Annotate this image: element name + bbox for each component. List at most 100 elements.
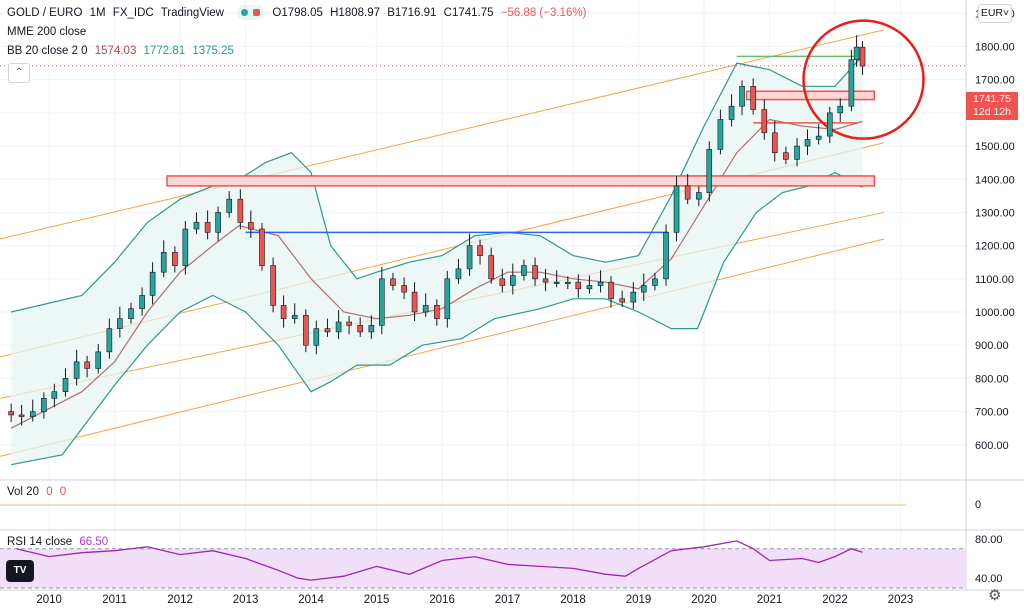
time-tick-label: 2020 [691, 594, 717, 606]
candle-body [160, 251, 167, 273]
candle-body [684, 185, 691, 200]
candle-body [542, 278, 549, 283]
rsi-band-fill [0, 548, 966, 588]
rsi-pane: 80.00 40.00 [0, 534, 1003, 589]
collapse-legend-button[interactable]: ⌃ [8, 63, 30, 83]
volume-value-a: 0 [46, 486, 53, 498]
candle-body [640, 285, 647, 293]
time-tick-label: 2021 [757, 594, 783, 606]
symbol-name[interactable]: GOLD / EURO [7, 6, 83, 19]
bb-upper-line [10, 55, 863, 313]
mme-legend[interactable]: MME 200 close [7, 26, 90, 38]
rsi-tick-label: 80.00 [975, 534, 1003, 546]
candle-body [270, 265, 276, 306]
drawings [0, 19, 966, 234]
current-price-value: 1741.75 [973, 93, 1011, 105]
source-label: FX_IDC [112, 6, 154, 19]
time-tick-label: 2012 [167, 594, 193, 606]
bar-countdown: 12d 12h [973, 106, 1011, 118]
rsi-label: RSI 14 close [7, 536, 73, 548]
price-tick-label: 1400.00 [975, 174, 1015, 186]
interval-label[interactable]: 1M [89, 6, 106, 19]
price-tick-label: 1200.00 [975, 241, 1015, 253]
candle-body [837, 105, 844, 114]
gear-icon[interactable]: ⚙ [988, 587, 1002, 604]
candle-body [291, 315, 298, 319]
chevron-up-icon: ⌃ [14, 67, 24, 78]
rsi-legend[interactable]: RSI 14 close 66.50 [7, 536, 112, 548]
highlight-circle [802, 19, 925, 140]
candle-body [565, 281, 571, 284]
candle-body [357, 325, 364, 333]
candle-body [663, 232, 669, 280]
chevron-down-icon: ˅ [1003, 7, 1010, 19]
candle-body [237, 198, 244, 223]
candle-body [401, 285, 407, 293]
channel-line-3 [0, 238, 885, 457]
candle-body [509, 275, 516, 286]
candle-body [303, 315, 309, 346]
candle-body [8, 411, 14, 416]
red-zone-1 [745, 90, 876, 101]
price-tick-label: 700.00 [975, 407, 1009, 419]
time-tick-label: 2016 [429, 594, 455, 606]
price-tick-label: 1100.00 [975, 274, 1014, 286]
candle-body [411, 291, 418, 313]
candle-body [706, 149, 713, 193]
price-axis: 1900.001800.001700.001600.001500.001400.… [975, 8, 1015, 452]
header-legend: GOLD / EURO 1M FX_IDC TradingView O1798.… [7, 5, 590, 20]
candle-body [815, 135, 822, 140]
candle-body [51, 391, 58, 399]
candle-body [794, 145, 800, 160]
candle-body [368, 325, 375, 333]
time-tick-label: 2017 [495, 594, 521, 606]
candle-body [379, 278, 385, 326]
ohlc-close: C1741.75 [443, 6, 494, 19]
time-tick-label: 2018 [560, 594, 586, 606]
candle-body [859, 46, 866, 67]
candle-body [182, 228, 189, 266]
candle-body [128, 308, 134, 319]
candle-body [193, 222, 200, 230]
volume-legend[interactable]: Vol 20 0 0 [7, 486, 70, 498]
candle-body [41, 398, 47, 412]
candle-body [62, 378, 69, 392]
candle-body [139, 295, 145, 310]
candle-body [18, 414, 25, 417]
time-tick-label: 2022 [822, 594, 848, 606]
candle-body [324, 328, 331, 333]
currency-label: EUR [980, 7, 1004, 19]
time-tick-label: 2019 [626, 594, 652, 606]
bb-fill [11, 55, 863, 465]
rsi-line [16, 540, 863, 581]
bb-label: BB 20 close 2 0 [7, 45, 88, 57]
bb-lower-line [10, 171, 863, 466]
candle-body [149, 271, 156, 296]
candle-body [630, 291, 637, 303]
tradingview-logo[interactable]: TV [6, 560, 34, 582]
candle-body [422, 305, 429, 313]
ohlc-open: O1798.05 [272, 6, 323, 19]
candle-body [750, 86, 756, 110]
time-tick-label: 2014 [298, 594, 324, 606]
currency-button[interactable]: EUR˅ [978, 4, 1012, 23]
provider-label: TradingView [160, 6, 224, 19]
wave-icon [253, 9, 261, 16]
volume-label: Vol 20 [7, 486, 39, 498]
candle-body [444, 278, 451, 319]
time-tick-label: 2023 [888, 594, 914, 606]
rsi-tick-label: 40.00 [975, 573, 1003, 585]
bb-legend[interactable]: BB 20 close 2 0 1574.03 1772.81 1375.25 [7, 45, 238, 57]
volume-value-b: 0 [59, 486, 67, 498]
candle-body [204, 222, 211, 233]
ohlc-high: H1808.97 [330, 6, 380, 19]
candle-body [335, 321, 342, 333]
candle-body [804, 139, 811, 147]
candle-body [215, 212, 221, 233]
market-status-toggle[interactable] [237, 5, 266, 20]
price-tick-label: 800.00 [975, 373, 1009, 385]
price-tick-label: 900.00 [975, 340, 1009, 352]
candle-body [619, 298, 625, 303]
candle-body [575, 281, 582, 290]
